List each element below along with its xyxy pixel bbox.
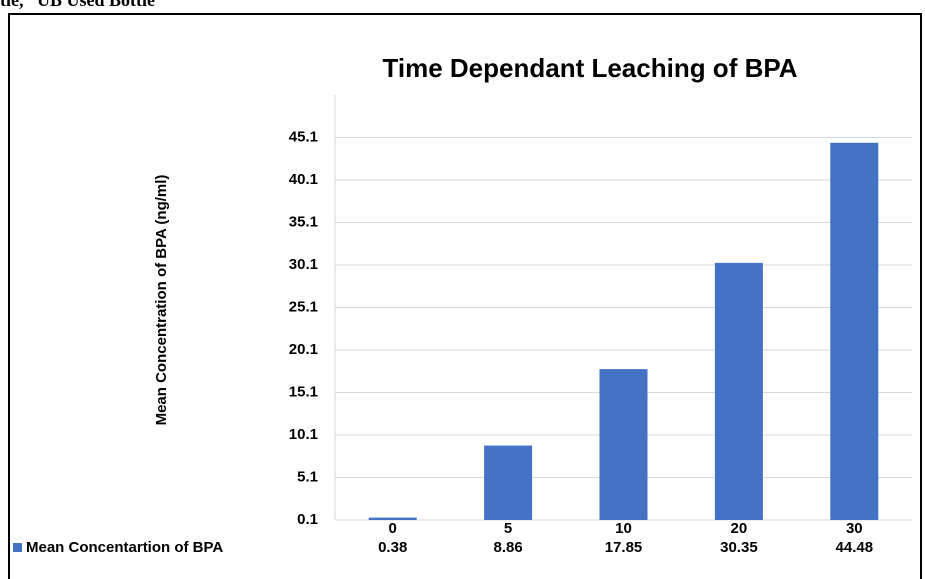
y-tick-label: 20.1 xyxy=(289,341,318,358)
chart-frame xyxy=(8,13,922,579)
y-tick-label: 25.1 xyxy=(289,298,318,315)
y-tick-label: 0.1 xyxy=(297,511,318,528)
bar xyxy=(599,369,648,520)
table-value: 0.38 xyxy=(378,539,407,556)
table-value: 30.35 xyxy=(720,539,758,556)
y-tick-label: 35.1 xyxy=(289,213,318,230)
header-fragment: tle, “UB Used Bottle xyxy=(0,0,155,10)
x-tick-label: 10 xyxy=(615,520,632,537)
x-tick-label: 5 xyxy=(504,520,512,537)
y-tick-label: 10.1 xyxy=(289,426,318,443)
bar xyxy=(714,262,763,520)
y-tick-label: 30.1 xyxy=(289,256,318,273)
table-value: 44.48 xyxy=(836,539,874,556)
y-tick-label: 15.1 xyxy=(289,383,318,400)
bar xyxy=(484,445,533,520)
y-tick-label: 5.1 xyxy=(297,468,318,485)
y-tick-label: 40.1 xyxy=(289,171,318,188)
x-tick-label: 20 xyxy=(731,520,748,537)
x-tick-label: 30 xyxy=(846,520,863,537)
table-value: 8.86 xyxy=(493,539,522,556)
bar xyxy=(830,142,879,520)
y-tick-label: 45.1 xyxy=(289,128,318,145)
x-tick-label: 0 xyxy=(389,520,397,537)
legend-swatch xyxy=(13,543,22,552)
chart-title: Time Dependant Leaching of BPA xyxy=(382,53,797,83)
bar xyxy=(368,517,417,520)
legend-label: Mean Concentartion of BPA xyxy=(26,539,223,556)
table-value: 17.85 xyxy=(605,539,643,556)
y-axis-label: Mean Concentration of BPA (ng/ml) xyxy=(153,175,170,426)
